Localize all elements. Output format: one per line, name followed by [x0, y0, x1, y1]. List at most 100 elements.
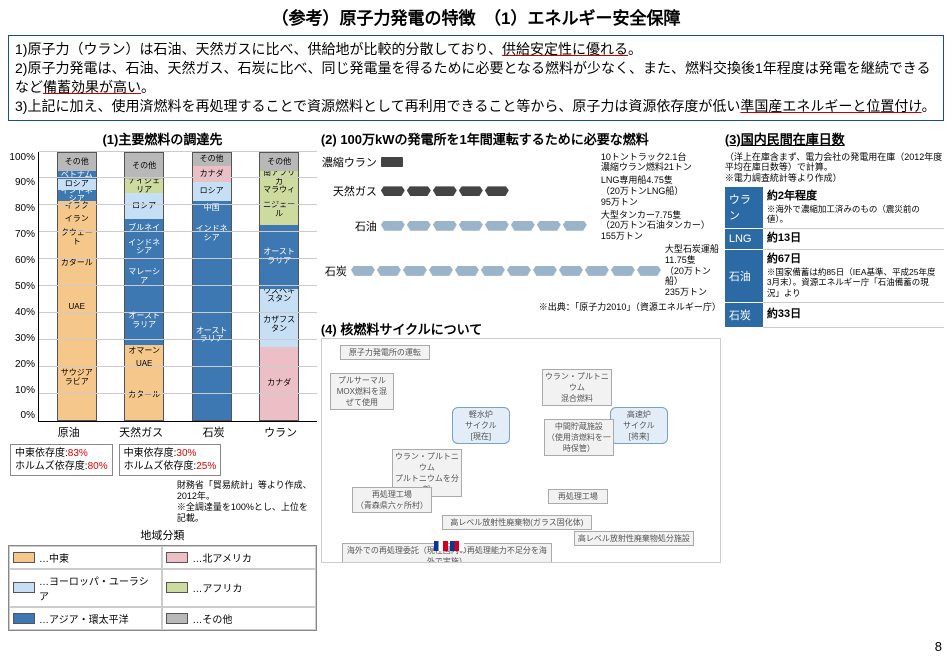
ship-icon [559, 266, 583, 276]
bar-segment: カナダ [260, 347, 298, 419]
ship-icon [459, 186, 483, 196]
bar-segment: オマーン [125, 345, 163, 358]
bar-segment: ロシア [193, 182, 231, 201]
bar-segment: オーストラリア [260, 225, 298, 289]
page-title: （参考）原子力発電の特徴 （1）エネルギー安全保障 [0, 0, 952, 33]
region-legend: …中東 …北アメリカ …ヨーロッパ・ユーラシア …アフリカ …アジア・環太平洋 …その他 [8, 545, 317, 631]
table-row: LNG約13日 [725, 228, 944, 249]
fuel-label: 石油 [321, 218, 377, 234]
fuel-row: 濃縮ウラン10トントラック2.1台 濃縮ウラン燃料21トン [321, 152, 721, 174]
ytick-label: 40% [8, 307, 35, 318]
bar-segment: カタール [58, 249, 96, 278]
ship-icon [563, 221, 587, 231]
ytick-label: 30% [8, 333, 35, 344]
legend-swatch [13, 613, 35, 624]
bar-segment: インドネシア [193, 217, 231, 252]
xtick-label: 原油 [58, 424, 80, 440]
legend-label: …中東 [39, 550, 69, 565]
ytick-label: 60% [8, 255, 35, 266]
legend-label: …アフリカ [192, 580, 242, 595]
bar-segment: その他 [260, 153, 298, 172]
flag-icon [434, 541, 448, 551]
cycle-node: 中間貯蔵施設 （使用済燃料を一時保管） [544, 419, 614, 456]
bar-segment: カザフスタン [260, 302, 298, 347]
bar-segment: オーストラリア [193, 251, 231, 419]
legend-label: …北アメリカ [192, 550, 252, 565]
cycle-node: 原子力発電所の運転 [340, 345, 430, 360]
ship-icon [377, 266, 401, 276]
ship-icon [637, 266, 661, 276]
ytick-label: 100% [8, 152, 35, 163]
fuel-icon-group [381, 157, 597, 167]
fuel-icon-group [381, 221, 597, 231]
ship-icon [507, 266, 531, 276]
ship-icon [433, 186, 457, 196]
bar-ウラン: カナダカザフスタンウズベキスタンオーストラリアニジェールマラウィ南アフリカその他 [259, 152, 299, 421]
fuel-row: 石油大型タンカー7.75隻 （20万トン石油タンカー） 155万トン [321, 210, 721, 242]
inv-fuel-value: 約13日 [763, 228, 944, 249]
bar-segment: オーストラリア [125, 297, 163, 345]
bar-segment: マレーシア [125, 257, 163, 297]
fuel-label: 天然ガス [321, 183, 377, 199]
legend-item: …北アメリカ [162, 546, 315, 569]
legend-swatch [166, 552, 188, 563]
inventory-note: （洋上在庫含まず、電力会社の発電用在庫（2012年度平均在庫日数等）で計算。 ※… [725, 152, 944, 184]
dependency-box: 中東依存度:30%ホルムズ依存度:25% [119, 444, 222, 476]
cycle-title: (4) 核燃料サイクルについて [321, 319, 721, 338]
legend-title: 地域分類 [8, 527, 317, 543]
cycle-node: 高速炉 サイクル [将来] [610, 407, 668, 444]
fuel-label: 濃縮ウラン [321, 154, 377, 170]
ship-icon [455, 266, 479, 276]
legend-label: …ヨーロッパ・ユーラシア [39, 573, 158, 603]
ship-icon [429, 266, 453, 276]
stacked-bar-chart: 0%10%20%30%40%50%60%70%80%90%100% サウジアラビ… [8, 152, 317, 422]
cycle-node: 軽水炉 サイクル [現在] [452, 407, 510, 444]
bar-segment: その他 [125, 153, 163, 180]
inventory-title: (3)国内民間在庫日数 [725, 129, 944, 148]
xtick-label: ウラン [264, 424, 297, 440]
legend-item: …その他 [162, 607, 315, 630]
table-row: 石炭約33日 [725, 302, 944, 327]
ytick-label: 10% [8, 385, 35, 396]
bar-segment: ブルネイ [125, 219, 163, 238]
cycle-node: 再処理工場 （青森県六ヶ所村） [352, 487, 432, 513]
fuel-row: 天然ガスLNG専用船4.75隻 （20万トンLNG船） 95万トン [321, 175, 721, 207]
legend-label: …アジア・環太平洋 [39, 611, 129, 626]
dependency-box: 中東依存度:83%ホルムズ依存度:80% [10, 444, 113, 476]
bar-segment: ウズベキスタン [260, 289, 298, 302]
ship-icon [351, 266, 375, 276]
cycle-node: ウラン・プルトニウム 混合燃料 [542, 369, 612, 406]
key-point: 1)原子力（ウラン）は石油、天然ガスに比べ、供給地が比較的分散しており、供給安定… [15, 40, 937, 59]
bar-segment: ナイジェリア [125, 179, 163, 192]
ytick-label: 70% [8, 229, 35, 240]
page-number: 8 [935, 639, 942, 654]
ship-icon [611, 266, 635, 276]
ship-icon [511, 221, 535, 231]
ship-icon [433, 221, 457, 231]
fuel-requirement-section: (2) 100万kWの発電所を1年間運転するために必要な燃料 濃縮ウラン10トン… [321, 129, 721, 313]
ship-icon [485, 221, 509, 231]
cycle-node: プルサーマル MOX燃料を混ぜて使用 [330, 373, 394, 410]
bar-segment: カナダ [193, 166, 231, 182]
fuel-need-source: ※出典：「原子力2010」（資源エネルギー庁） [321, 300, 721, 313]
bar-segment: インドネシア [125, 238, 163, 257]
inv-fuel-value: 約2年程度※海外で濃縮加工済みのもの（震災前の値）。 [763, 187, 944, 229]
bar-segment: 中国 [193, 201, 231, 217]
inv-fuel-name: 石油 [725, 249, 763, 302]
cycle-node: 再処理工場 [548, 489, 608, 504]
inv-fuel-value: 約67日※国家備蓄は約85日（IEA基準、平成25年度3月末）。資源エネルギー庁… [763, 249, 944, 302]
ytick-label: 90% [8, 177, 35, 188]
ship-icon [533, 266, 557, 276]
ship-icon [403, 266, 427, 276]
table-row: ウラン約2年程度※海外で濃縮加工済みのもの（震災前の値）。 [725, 187, 944, 229]
legend-swatch [166, 613, 188, 624]
legend-label: …その他 [192, 611, 232, 626]
chart-source-note: 財務省「貿易統計」等より作成、2012年。 ※全調達量を100%とし、上位を記載… [177, 480, 317, 525]
ship-icon [585, 266, 609, 276]
bar-segment: サウジアラビア [58, 337, 96, 420]
inv-fuel-value: 約33日 [763, 302, 944, 327]
xtick-label: 石炭 [203, 424, 225, 440]
bar-segment: イラン [58, 211, 96, 227]
cycle-node: 高レベル放射性廃棄物(ガラス固化体) [442, 515, 592, 530]
fuel-row: 石炭大型石炭運船11.75隻 （20万トン船） 235万トン [321, 244, 721, 298]
